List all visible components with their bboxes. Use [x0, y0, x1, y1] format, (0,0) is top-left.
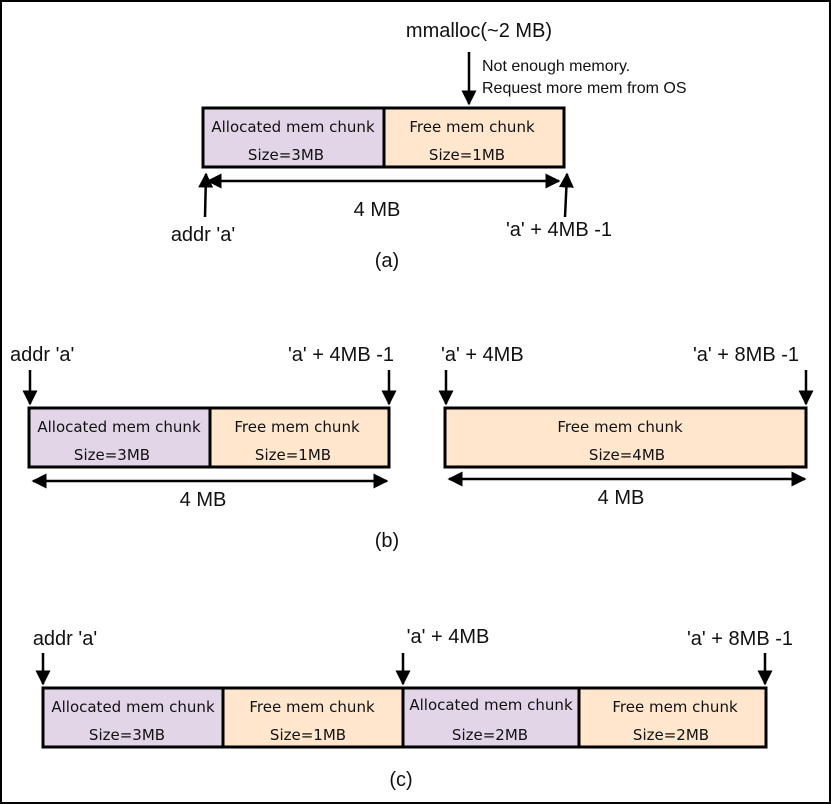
- right-free-chunk-label: Free mem chunk: [557, 418, 683, 436]
- caption-c: (c): [389, 769, 412, 791]
- free-chunk-1-size: Size=1MB: [270, 726, 346, 744]
- mid-address-label-c: 'a' + 4MB: [407, 626, 490, 648]
- not-enough-memory-note: Not enough memory.: [482, 58, 630, 75]
- left-start-address-label: addr 'a': [10, 344, 74, 366]
- free-chunk-2-label: Free mem chunk: [612, 698, 738, 716]
- right-end-address-label: 'a' + 8MB -1: [693, 344, 799, 366]
- free-chunk-1-box: [221, 686, 405, 749]
- end-address-label: 'a' + 4MB -1: [506, 219, 612, 241]
- caption-b: (b): [375, 530, 399, 552]
- allocated-chunk-label: Allocated mem chunk: [211, 118, 375, 136]
- allocated-chunk-2-box: [401, 686, 581, 749]
- mmalloc-call-label: mmalloc(~2 MB): [406, 20, 552, 42]
- free-chunk-1-label: Free mem chunk: [249, 698, 375, 716]
- left-free-chunk-label: Free mem chunk: [234, 418, 360, 436]
- free-chunk-box: [382, 106, 566, 169]
- end-address-label-c: 'a' + 8MB -1: [687, 628, 793, 650]
- allocated-chunk-1-size: Size=3MB: [89, 726, 165, 744]
- panel-c: addr 'a' 'a' + 4MB 'a' + 8MB -1 Allocate…: [33, 626, 793, 791]
- left-free-chunk-size: Size=1MB: [255, 446, 331, 464]
- allocated-chunk-1-box: [41, 686, 225, 749]
- allocated-chunk-2-size: Size=2MB: [452, 726, 528, 744]
- left-allocated-chunk-size: Size=3MB: [74, 446, 150, 464]
- left-free-chunk-box: [208, 406, 391, 469]
- free-chunk-2-size: Size=2MB: [633, 726, 709, 744]
- start-address-label-c: addr 'a': [33, 628, 97, 650]
- allocated-chunk-1-label: Allocated mem chunk: [51, 698, 215, 716]
- request-more-memory-note: Request more mem from OS: [482, 80, 687, 97]
- panel-b: addr 'a' 'a' + 4MB -1 Allocated mem chun…: [10, 344, 814, 552]
- allocated-chunk-size: Size=3MB: [248, 146, 324, 164]
- left-span-label: 4 MB: [180, 489, 227, 511]
- free-chunk-2-box: [577, 686, 768, 749]
- start-address-label: addr 'a': [171, 224, 235, 246]
- free-chunk-label: Free mem chunk: [409, 118, 535, 136]
- right-free-chunk-size: Size=4MB: [589, 446, 665, 464]
- right-span-label: 4 MB: [598, 487, 645, 509]
- left-end-address-label: 'a' + 4MB -1: [288, 344, 394, 366]
- right-start-address-label: 'a' + 4MB: [441, 344, 524, 366]
- allocated-chunk-box: [201, 106, 386, 169]
- free-chunk-size: Size=1MB: [429, 146, 505, 164]
- right-free-chunk-box: [443, 406, 808, 469]
- span-label: 4 MB: [354, 199, 401, 221]
- left-allocated-chunk-label: Allocated mem chunk: [37, 418, 201, 436]
- end-address-arrow: [558, 172, 574, 218]
- caption-a: (a): [375, 250, 399, 272]
- allocated-chunk-2-label: Allocated mem chunk: [409, 696, 573, 714]
- start-address-arrow: [198, 172, 214, 218]
- panel-a: mmalloc(~2 MB) Not enough memory. Reques…: [171, 20, 687, 272]
